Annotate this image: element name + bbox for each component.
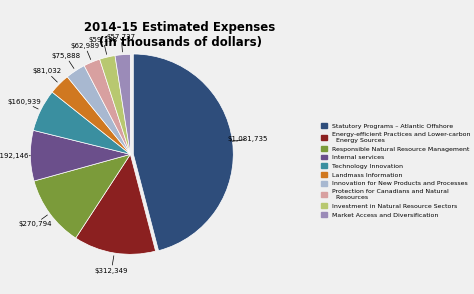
Text: $160,939: $160,939 (8, 99, 41, 109)
Text: $59,138: $59,138 (89, 36, 118, 54)
Wedge shape (33, 92, 130, 154)
Wedge shape (76, 154, 155, 254)
Wedge shape (30, 130, 130, 181)
Wedge shape (84, 59, 130, 154)
Wedge shape (133, 54, 233, 251)
Text: $192,146: $192,146 (0, 153, 30, 159)
Wedge shape (115, 54, 130, 154)
Wedge shape (67, 66, 130, 154)
Text: $1,081,735: $1,081,735 (227, 136, 267, 142)
Text: $62,989: $62,989 (70, 43, 100, 60)
Text: $75,888: $75,888 (51, 53, 80, 69)
Wedge shape (34, 154, 130, 238)
Wedge shape (100, 56, 130, 154)
Text: $57,737: $57,737 (107, 34, 136, 52)
Wedge shape (52, 77, 130, 154)
Text: 2014-15 Estimated Expenses
(in thousands of dollars): 2014-15 Estimated Expenses (in thousands… (84, 21, 276, 49)
Text: $312,349: $312,349 (95, 256, 128, 274)
Legend: Statutory Programs – Atlantic Offshore, Energy-efficient Practices and Lower-car: Statutory Programs – Atlantic Offshore, … (321, 123, 471, 218)
Text: $81,032: $81,032 (32, 69, 61, 82)
Text: $270,794: $270,794 (18, 215, 52, 227)
